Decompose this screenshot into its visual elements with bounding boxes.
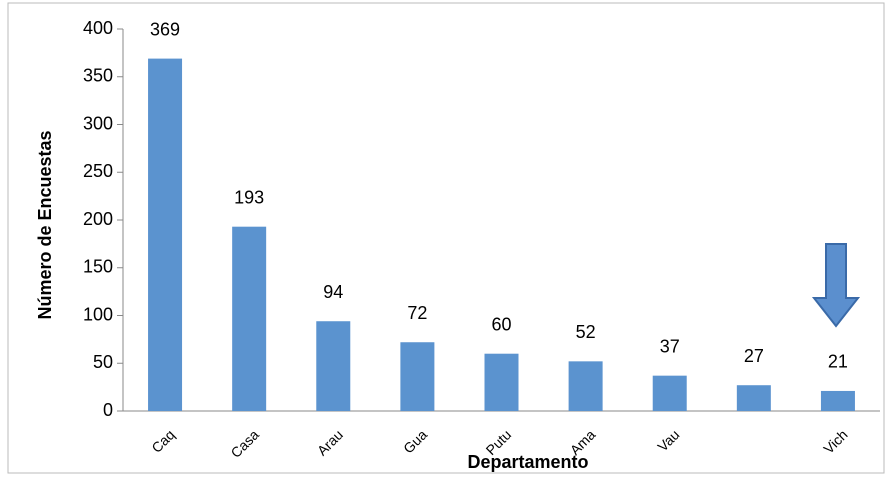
y-tick-label: 350 <box>83 66 113 86</box>
arrow-shape <box>811 243 861 328</box>
x-axis-title: Departamento <box>467 452 588 472</box>
y-tick-label: 250 <box>83 161 113 181</box>
y-tick-label: 100 <box>83 304 113 324</box>
bar <box>736 385 771 411</box>
bar <box>568 361 603 411</box>
x-tick-label: Vich <box>820 426 850 456</box>
bar <box>148 58 183 411</box>
y-tick-label: 0 <box>103 400 113 420</box>
y-tick-label: 300 <box>83 113 113 133</box>
data-label: 369 <box>150 19 180 39</box>
y-axis-title: Número de Encuestas <box>35 130 55 319</box>
y-tick-label: 50 <box>93 352 113 372</box>
x-tick-label: Gua <box>400 426 430 456</box>
x-tick-label: Casa <box>227 426 262 461</box>
arrow <box>811 243 861 328</box>
bar <box>400 342 435 411</box>
data-label: 21 <box>828 352 848 372</box>
data-label: 72 <box>407 303 427 323</box>
y-tick-label: 400 <box>83 18 113 38</box>
x-tick-label: Vau <box>654 426 682 454</box>
data-label: 193 <box>234 187 264 207</box>
data-label: 52 <box>576 322 596 342</box>
x-tick-label: Arau <box>314 426 346 458</box>
data-label: 94 <box>323 282 343 302</box>
data-label: 60 <box>491 314 511 334</box>
bar <box>232 226 267 411</box>
data-label: 37 <box>660 336 680 356</box>
data-label: 27 <box>744 346 764 366</box>
chart-border <box>7 2 885 474</box>
bar <box>652 375 687 411</box>
bar <box>316 321 351 411</box>
x-tick-label: Caq <box>148 426 177 455</box>
y-tick-label: 150 <box>83 257 113 277</box>
bar <box>484 353 519 411</box>
bar <box>820 390 855 411</box>
y-tick-label: 200 <box>83 209 113 229</box>
